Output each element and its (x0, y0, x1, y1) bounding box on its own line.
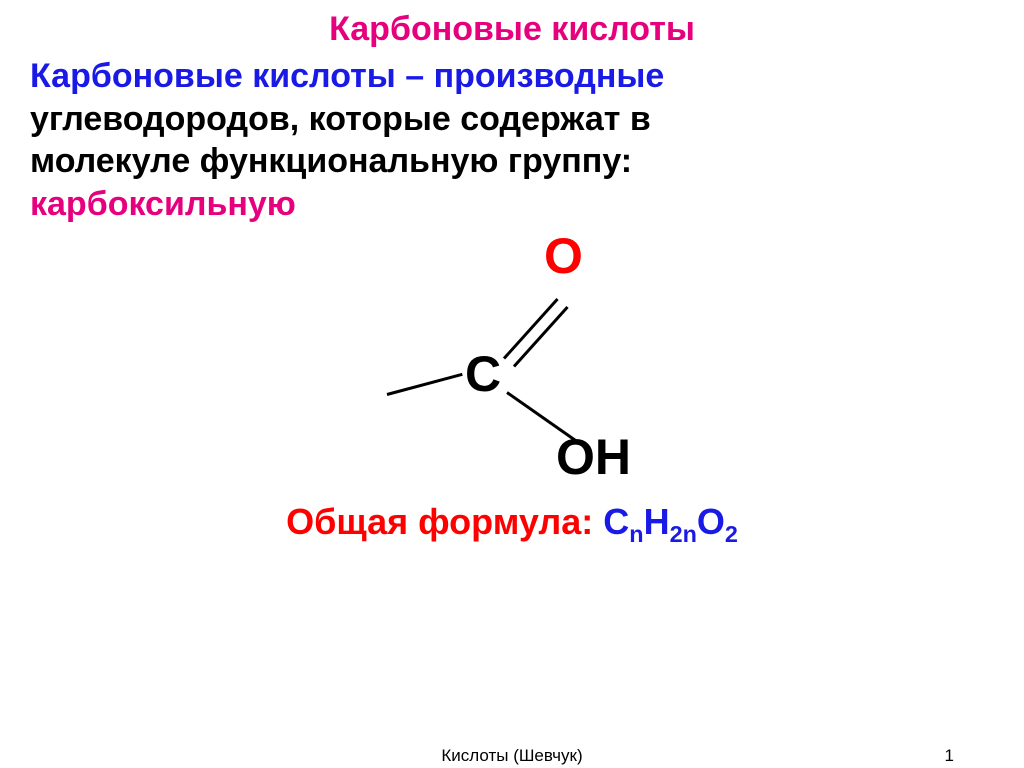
footer-author: Кислоты (Шевчук) (441, 746, 582, 766)
general-formula-line: Общая формула: CnH2nO2 (30, 501, 994, 548)
oxygen-atom-top: O (544, 227, 583, 285)
carboxyl-structure-diagram: O C OH (312, 233, 712, 493)
def-part4: карбоксильную (30, 185, 296, 223)
def-part1: Карбоновые кислоты – производные (30, 57, 664, 95)
definition-block: Карбоновые кислоты – производные углевод… (30, 55, 994, 225)
slide: Карбоновые кислоты Карбоновые кислоты – … (0, 0, 1024, 768)
def-part2: углеводородов, которые содержат в (30, 100, 651, 138)
title-text: Карбоновые кислоты (329, 10, 695, 48)
def-part3: молекуле функциональную группу: (30, 142, 632, 180)
single-bond-left (387, 373, 463, 396)
carbon-atom: C (465, 345, 501, 403)
slide-title: Карбоновые кислоты (30, 10, 994, 49)
double-bond-line-1 (503, 298, 559, 359)
footer-page-number: 1 (945, 746, 954, 766)
formula-value: CnH2nO2 (603, 501, 738, 542)
formula-label: Общая формула: (286, 501, 603, 542)
single-bond-c-oh (506, 391, 583, 446)
